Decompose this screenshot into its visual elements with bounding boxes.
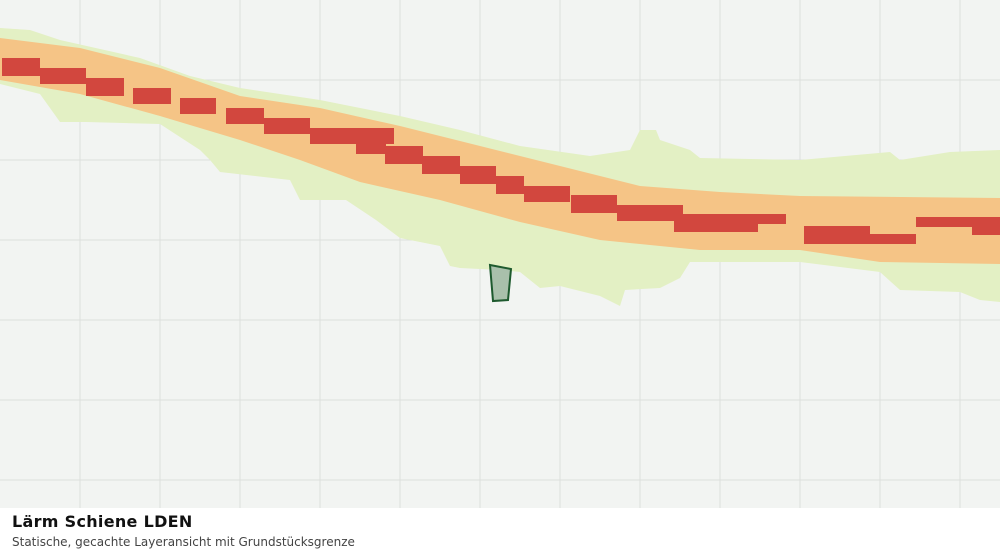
map: [0, 0, 1000, 508]
map-subtitle: Statische, gecachte Layeransicht mit Gru…: [12, 535, 355, 549]
parcel-boundary: [488, 263, 513, 303]
caption: Lärm Schiene LDEN Statische, gecachte La…: [12, 512, 355, 549]
map-title: Lärm Schiene LDEN: [12, 512, 193, 531]
noise-zone-high: [2, 58, 1000, 244]
noise-zone-medium: [0, 38, 1000, 264]
